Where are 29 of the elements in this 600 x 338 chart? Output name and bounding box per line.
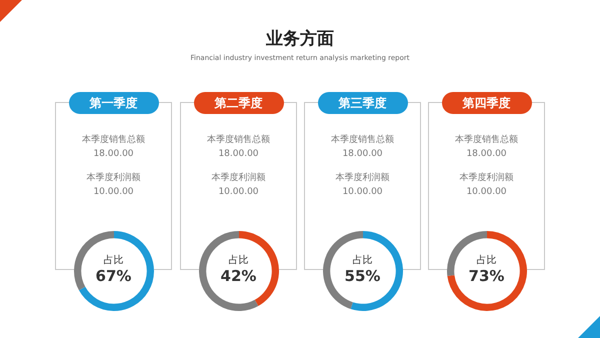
text: 10.00.00 xyxy=(341,187,384,197)
text: 占比 xyxy=(102,254,124,267)
text: 本季度利润额 xyxy=(334,172,390,184)
text: 占比 xyxy=(476,254,498,267)
text: 18.00.00 xyxy=(92,149,135,159)
text: 占比 xyxy=(352,254,374,267)
text: 10.00.00 xyxy=(92,187,135,197)
text: 18.00.00 xyxy=(217,149,260,159)
text: 10.00.00 xyxy=(465,187,508,197)
chart-title: 第二季度 xyxy=(194,92,284,114)
chart-title: 第三季度 xyxy=(318,92,408,114)
text: 18.00.00 xyxy=(465,149,508,159)
text: 18.00.00 xyxy=(341,149,384,159)
text: 占比 xyxy=(228,254,250,267)
text: 55% xyxy=(344,267,382,285)
chart-title: 第一季度 xyxy=(68,92,158,114)
text: 本季度销售总额 xyxy=(330,134,395,146)
text: 本季度利润额 xyxy=(210,172,266,184)
text: 本季度销售总额 xyxy=(81,134,146,146)
text: 10.00.00 xyxy=(217,187,260,197)
chart-title: 第四季度 xyxy=(442,92,532,114)
text: 本季度利润额 xyxy=(458,172,514,184)
text: 本季度销售总额 xyxy=(206,134,271,146)
text: 业务方面 xyxy=(265,28,335,50)
text: 本季度利润额 xyxy=(86,172,142,184)
text: 42% xyxy=(220,267,258,285)
text: 73% xyxy=(468,267,506,285)
text: 本季度销售总额 xyxy=(454,134,519,146)
text: 67% xyxy=(94,267,132,285)
